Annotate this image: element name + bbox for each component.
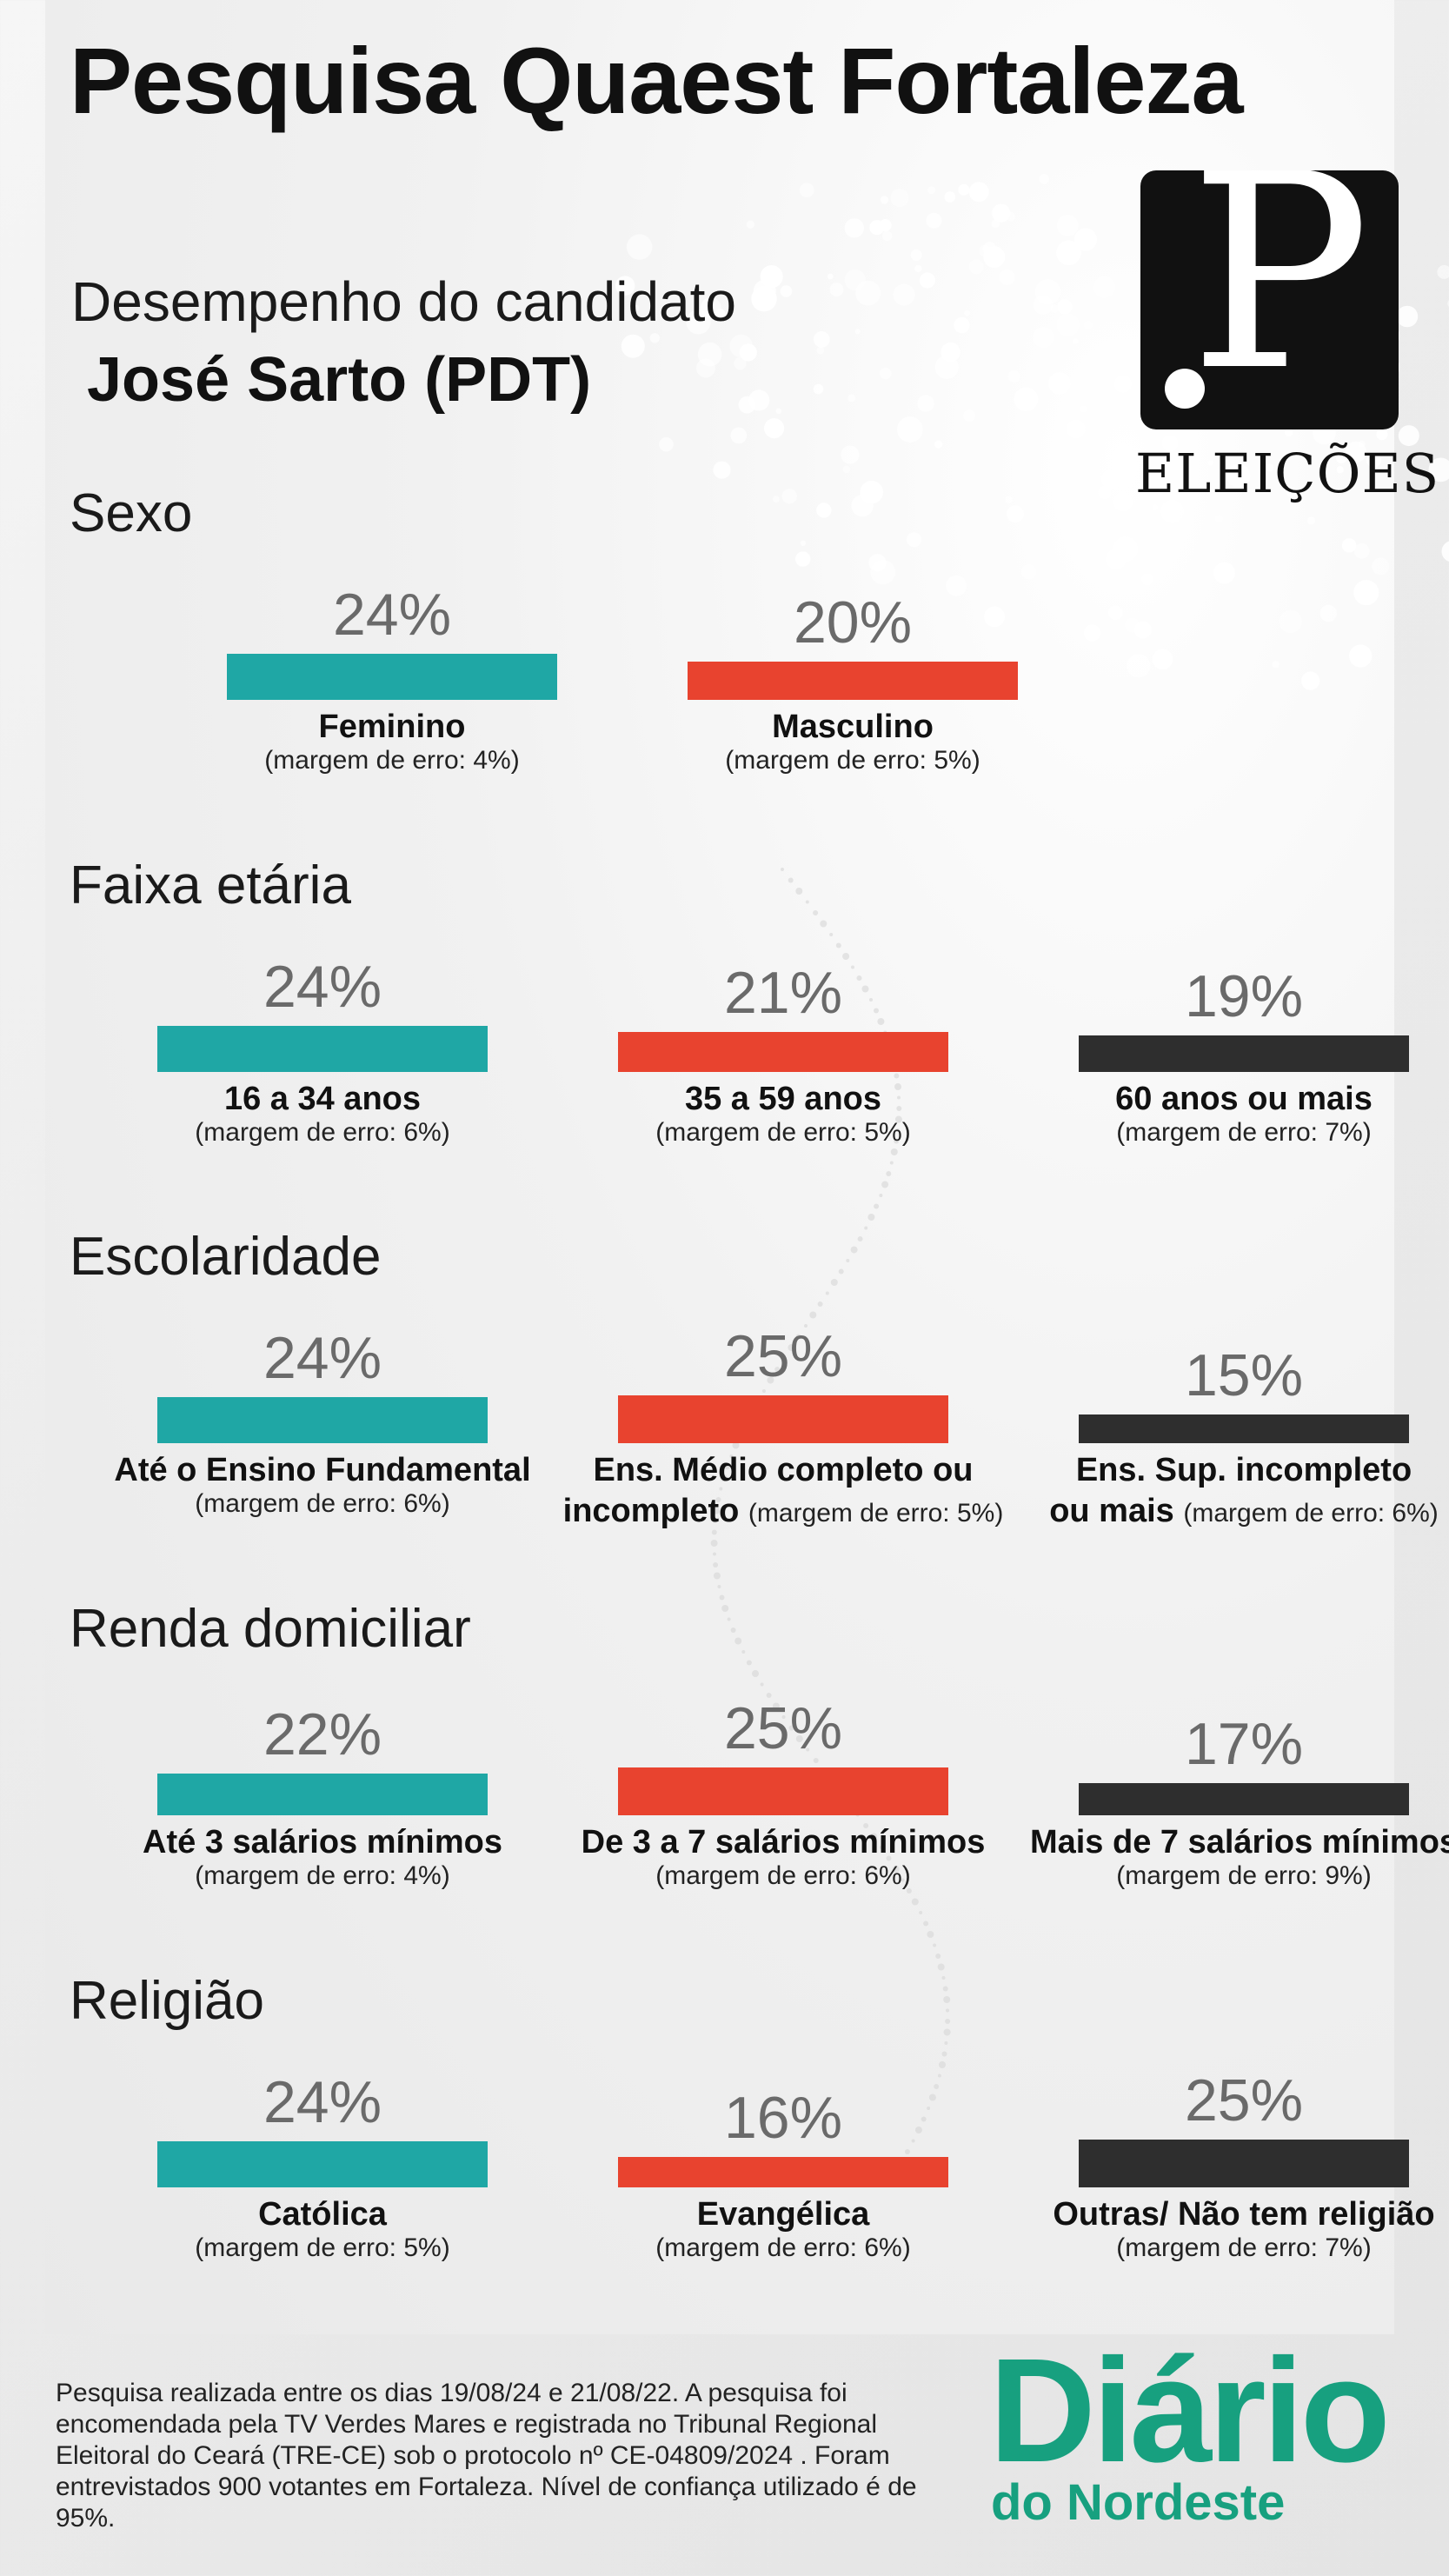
chart-category: 24% Católica (margem de erro: 5%) [88,1970,557,2283]
logo-dot [1165,369,1205,409]
margin-of-error: (margem de erro: 7%) [1116,2233,1372,2262]
chart-category: 20% Masculino (margem de erro: 5%) [618,483,1087,795]
chart-category: 25% De 3 a 7 salários mínimos (margem de e… [548,1598,1018,1911]
chart-category: 24% Feminino (margem de erro: 4%) [157,483,627,795]
candidate-name: José Sarto (PDT) [87,345,592,415]
chart-category: 19% 60 anos ou mais (margem de erro: 7%) [1009,855,1449,1168]
brand-logo-diario: Diário [989,2328,1391,2493]
margin-of-error: (margem de erro: 6%) [1183,1499,1439,1528]
data-label: 20% [793,589,913,656]
chart-bar [157,2141,488,2187]
data-label: 24% [263,954,382,1020]
category-label: Até 3 salários mínimos [143,1824,502,1860]
chart-category: 25% Outras/ Não tem religião (margem de er… [1009,1970,1449,2283]
chart-category: 15% Ens. Sup. incompleto ou mais (margem d… [1009,1226,1449,1539]
chart-bar [227,654,557,700]
data-label: 22% [263,1701,382,1767]
chart-bar [618,1767,948,1815]
margin-of-error: (margem de erro: 5%) [195,2233,450,2262]
chart-bar [618,1032,948,1072]
category-label: Masculino [772,709,934,745]
chart-category: 22% Até 3 salários mínimos (margem de erro… [88,1598,557,1911]
chart-bar [1079,1783,1409,1815]
chart-category: 24% Até o Ensino Fundamental (margem de er… [88,1226,557,1539]
logo-letter: P [1189,170,1371,429]
data-label: 19% [1184,963,1304,1029]
data-label: 25% [723,1323,843,1389]
data-label: 21% [723,960,843,1026]
data-label: 25% [1184,2067,1304,2133]
category-label-cont: ou mais (margem de erro: 6%) [1009,1493,1449,1530]
margin-of-error: (margem de erro: 4%) [195,1861,450,1890]
data-label: 16% [723,2085,843,2151]
category-label: De 3 a 7 salários mínimos [581,1824,986,1860]
margin-of-error: (margem de erro: 5%) [655,1118,911,1147]
data-label: 25% [723,1695,843,1761]
margin-of-error: (margem de erro: 4%) [264,746,520,775]
chart-bar [1079,2140,1409,2187]
chart-bar [1079,1414,1409,1443]
data-label: 15% [1184,1342,1304,1408]
margin-of-error: (margem de erro: 6%) [655,2233,911,2262]
page-subtitle: Desempenho do candidato [71,270,736,333]
chart-category: 25% Ens. Médio completo ou incompleto (mar… [548,1226,1018,1539]
brand-logo-nordeste: do Nordeste [991,2474,1286,2531]
decorative-dot [1437,264,1449,279]
chart-bar [1079,1035,1409,1072]
data-label: 24% [332,582,452,648]
category-label: Outras/ Não tem religião [1053,2196,1435,2233]
margin-of-error: (margem de erro: 6%) [195,1489,450,1518]
margin-of-error: (margem de erro: 5%) [748,1499,1004,1528]
category-label: Evangélica [696,2196,870,2233]
category-label: Ens. Médio completo ou [593,1452,974,1488]
section-title: Faixa etária [70,855,351,915]
decorative-dot [1441,541,1449,562]
footer-note: Pesquisa realizada entre os dias 19/08/2… [56,2379,917,2533]
chart-category: 24% 16 a 34 anos (margem de erro: 6%) [88,855,557,1168]
margin-of-error: (margem de erro: 9%) [1116,1861,1372,1890]
section-title: Sexo [70,483,193,543]
chart-bar [688,662,1018,700]
margin-of-error: (margem de erro: 5%) [725,746,980,775]
chart-bar [618,2157,948,2187]
decorative-dot [1396,305,1419,328]
margin-of-error: (margem de erro: 6%) [655,1861,911,1890]
data-label: 24% [263,1325,382,1391]
page-title: Pesquisa Quaest Fortaleza [70,28,1244,133]
category-label: 35 a 59 anos [684,1081,882,1117]
chart-bar [157,1774,488,1815]
category-label-line2: ou mais [1049,1493,1184,1529]
chart-category: 21% 35 a 59 anos (margem de erro: 5%) [548,855,1018,1168]
category-label: Até o Ensino Fundamental [114,1452,531,1488]
category-label: Feminino [318,709,466,745]
category-label: 60 anos ou mais [1115,1081,1373,1117]
data-label: 24% [263,2069,382,2135]
category-label-line2: incompleto [562,1493,748,1529]
category-label: Ens. Sup. incompleto [1075,1452,1412,1488]
category-label-cont: incompleto (margem de erro: 5%) [548,1493,1018,1530]
category-label: Católica [258,2196,387,2233]
opovo-logo: P [1140,170,1399,429]
section-title: Renda domiciliar [70,1599,471,1659]
margin-of-error: (margem de erro: 7%) [1116,1118,1372,1147]
section-title: Escolaridade [70,1227,382,1287]
chart-bar [157,1397,488,1443]
section-title: Religião [70,1971,265,2031]
chart-bar [618,1395,948,1443]
chart-bar [157,1026,488,1072]
category-label: 16 a 34 anos [223,1081,422,1117]
chart-category: 16% Evangélica (margem de erro: 6%) [548,1970,1018,2283]
chart-category: 17% Mais de 7 salários mínimos (margem de … [1009,1598,1449,1911]
data-label: 17% [1184,1711,1304,1777]
logo-label: ELEIÇÕES [1135,442,1440,505]
category-label: Mais de 7 salários mínimos [1029,1824,1449,1860]
margin-of-error: (margem de erro: 6%) [195,1118,450,1147]
